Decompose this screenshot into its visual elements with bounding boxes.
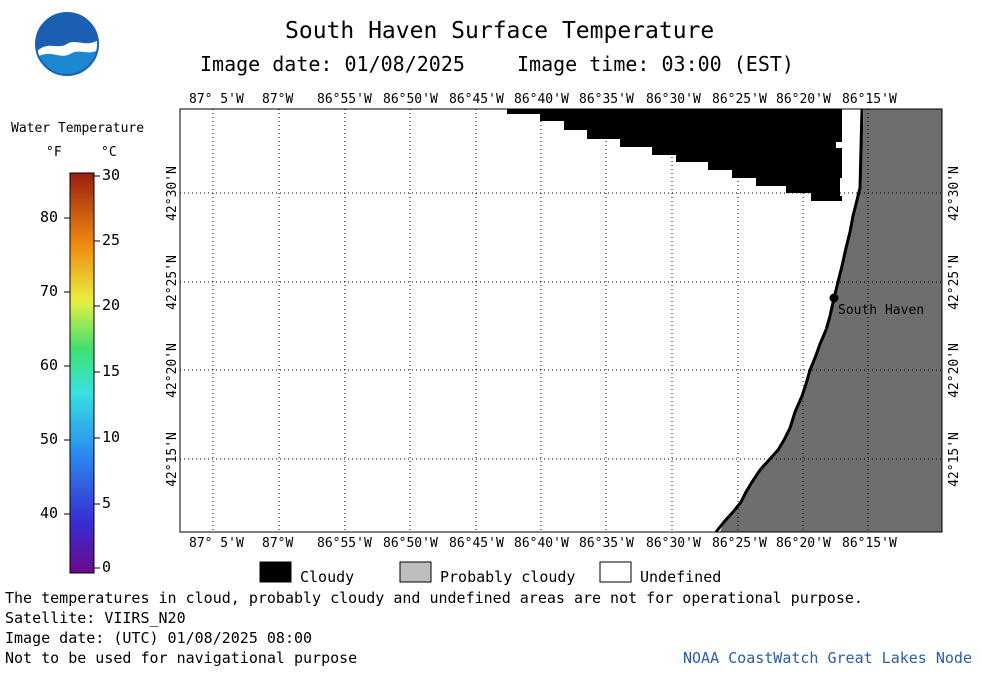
c-tick: 10 xyxy=(102,428,121,446)
lon-label: 86°30'W xyxy=(646,92,701,107)
legend-swatch-probably-cloudy xyxy=(399,561,432,583)
lat-label: 42°25'N xyxy=(164,255,180,310)
lon-label: 86°25'W xyxy=(712,536,767,551)
lon-label: 87°W xyxy=(262,92,294,107)
title-text: South Haven Surface Temperature xyxy=(285,18,715,44)
nav-note-text: Not to be used for navigational purpose xyxy=(5,649,358,667)
f-tick: 40 xyxy=(40,504,59,522)
noaa-logo xyxy=(35,12,99,76)
city-marker-south-haven xyxy=(829,293,839,303)
lat-label: 42°25'N xyxy=(946,255,962,310)
lon-label: 86°15'W xyxy=(842,536,897,551)
legend-swatch-undefined xyxy=(599,561,632,583)
image-date-label: Image date: 01/08/2025 xyxy=(200,52,465,76)
utc-date-text: Image date: (UTC) 01/08/2025 08:00 xyxy=(5,629,313,647)
f-tick: 50 xyxy=(40,430,59,448)
lon-label: 86°55'W xyxy=(317,92,372,107)
lat-label: 42°20'N xyxy=(946,343,962,398)
lon-label: 86°35'W xyxy=(579,536,634,551)
lon-label: 86°35'W xyxy=(579,92,634,107)
lat-label: 42°30'N xyxy=(164,166,180,221)
c-tick: 30 xyxy=(102,166,121,184)
cloud-area xyxy=(507,109,842,201)
unit-c-label: °C xyxy=(101,145,117,160)
colorbar-title: Water Temperature xyxy=(11,121,145,136)
lon-label: 86°50'W xyxy=(383,536,438,551)
lon-label: 86°40'W xyxy=(514,536,569,551)
lon-label: 86°50'W xyxy=(383,92,438,107)
map-panel xyxy=(179,108,943,533)
lon-label: 86°15'W xyxy=(842,92,897,107)
lon-label: 86°20'W xyxy=(776,536,831,551)
lat-label: 42°15'N xyxy=(164,432,180,487)
legend-swatch-cloudy xyxy=(259,561,292,583)
lat-label: 42°30'N xyxy=(946,166,962,221)
c-tick: 15 xyxy=(102,362,121,380)
image-time-label: Image time: 03:00 (EST) xyxy=(517,52,794,76)
lon-label: 86°25'W xyxy=(712,92,767,107)
graticule xyxy=(180,109,942,532)
legend-label-undefined: Undefined xyxy=(640,568,722,586)
f-tick: 60 xyxy=(40,356,59,374)
lat-label: 42°20'N xyxy=(164,343,180,398)
disclaimer-text: The temperatures in cloud, probably clou… xyxy=(5,589,863,607)
lon-label: 87° 5'W xyxy=(189,536,244,551)
lon-label: 86°20'W xyxy=(776,92,831,107)
c-tick: 0 xyxy=(102,558,112,576)
c-tick: 25 xyxy=(102,231,121,249)
satellite-text: Satellite: VIIRS_N20 xyxy=(5,609,186,627)
legend-label-probably-cloudy: Probably cloudy xyxy=(440,568,576,586)
lon-label: 87°W xyxy=(262,536,294,551)
lon-label: 86°55'W xyxy=(317,536,372,551)
shoreline xyxy=(714,108,864,533)
lon-label: 87° 5'W xyxy=(189,92,244,107)
c-tick: 20 xyxy=(102,296,121,314)
lon-label: 86°40'W xyxy=(514,92,569,107)
lat-label: 42°15'N xyxy=(946,432,962,487)
f-tick: 70 xyxy=(40,282,59,300)
c-tick: 5 xyxy=(102,494,112,512)
lon-label: 86°30'W xyxy=(646,536,701,551)
land-area xyxy=(720,109,942,532)
lon-label: 86°45'W xyxy=(449,536,504,551)
f-tick: 80 xyxy=(40,208,59,226)
credit-text: NOAA CoastWatch Great Lakes Node xyxy=(683,649,972,667)
legend-label-cloudy: Cloudy xyxy=(300,568,355,586)
unit-f-label: °F xyxy=(46,145,62,160)
lon-label: 86°45'W xyxy=(449,92,504,107)
colorbar xyxy=(64,172,100,574)
city-label: South Haven xyxy=(838,303,925,318)
